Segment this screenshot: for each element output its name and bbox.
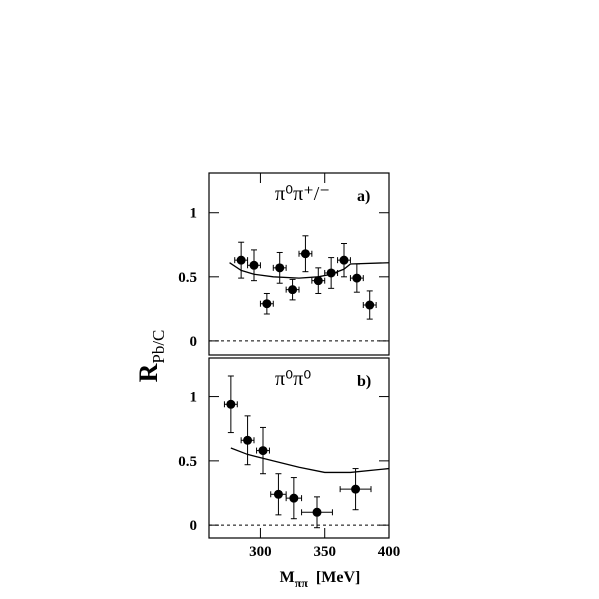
data-point <box>352 273 362 283</box>
x-axis-label-sub: ππ <box>295 576 309 590</box>
data-point <box>275 263 285 273</box>
x-tick-label: 400 <box>378 544 401 560</box>
x-axis-label-unit: [MeV] <box>316 569 360 586</box>
data-point <box>243 435 253 445</box>
data-point <box>300 249 310 259</box>
data-point <box>236 255 246 265</box>
data-point <box>258 446 268 456</box>
data-point <box>365 300 375 310</box>
data-point <box>249 260 259 270</box>
data-point <box>288 285 298 295</box>
process-label: π⁰π⁰ <box>275 368 311 390</box>
y-tick-label: 0 <box>190 518 198 534</box>
model-curve <box>230 447 390 474</box>
y-tick-label: 1 <box>190 206 198 222</box>
data-point <box>313 276 323 286</box>
y-axis-label-main: R <box>134 363 163 382</box>
data-point <box>226 399 236 409</box>
y-tick-label: 0.5 <box>178 454 197 470</box>
plot-frame <box>208 172 390 356</box>
data-point <box>351 484 361 494</box>
plot-frame <box>208 357 390 539</box>
process-label: π⁰π⁺/⁻ <box>275 183 330 205</box>
panel-label: b) <box>357 373 371 390</box>
data-point <box>312 507 322 517</box>
data-point <box>339 255 349 265</box>
data-point <box>273 489 283 499</box>
panel-label: a) <box>357 188 370 205</box>
x-axis-label: Mππ [MeV] <box>280 569 361 590</box>
y-axis-label-sub: Pb/C <box>149 330 168 364</box>
data-point <box>289 493 299 503</box>
y-axis-label: RPb/C <box>134 330 168 383</box>
x-tick-label: 350 <box>313 544 336 560</box>
x-tick-label: 300 <box>249 544 272 560</box>
x-axis-label-main: M <box>280 569 295 586</box>
data-point <box>262 299 272 309</box>
y-tick-label: 0 <box>190 334 198 350</box>
y-tick-label: 0.5 <box>178 270 197 286</box>
data-point <box>326 268 336 278</box>
y-tick-label: 1 <box>190 390 198 406</box>
model-curve <box>229 262 390 279</box>
